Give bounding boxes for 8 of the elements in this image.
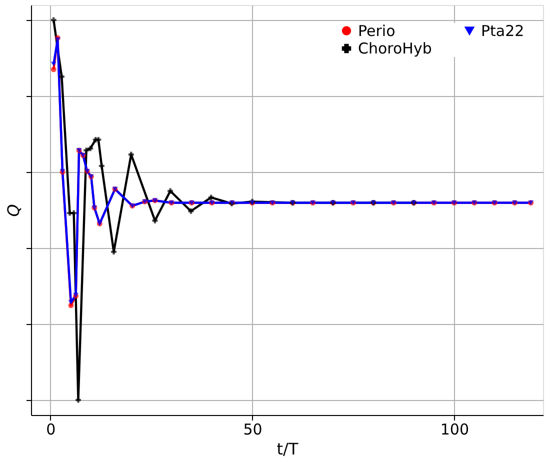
x-axis-title: t/T: [276, 440, 298, 458]
x-tick-label: 100: [440, 420, 469, 438]
legend-label: ChoroHyb: [358, 40, 432, 58]
x-tick-label: 50: [243, 420, 262, 438]
x-tick-label: 0: [46, 420, 56, 438]
legend-label: Perio: [358, 22, 396, 40]
y-axis-title: Q: [4, 204, 23, 217]
legend-label: Pta22: [481, 22, 524, 40]
